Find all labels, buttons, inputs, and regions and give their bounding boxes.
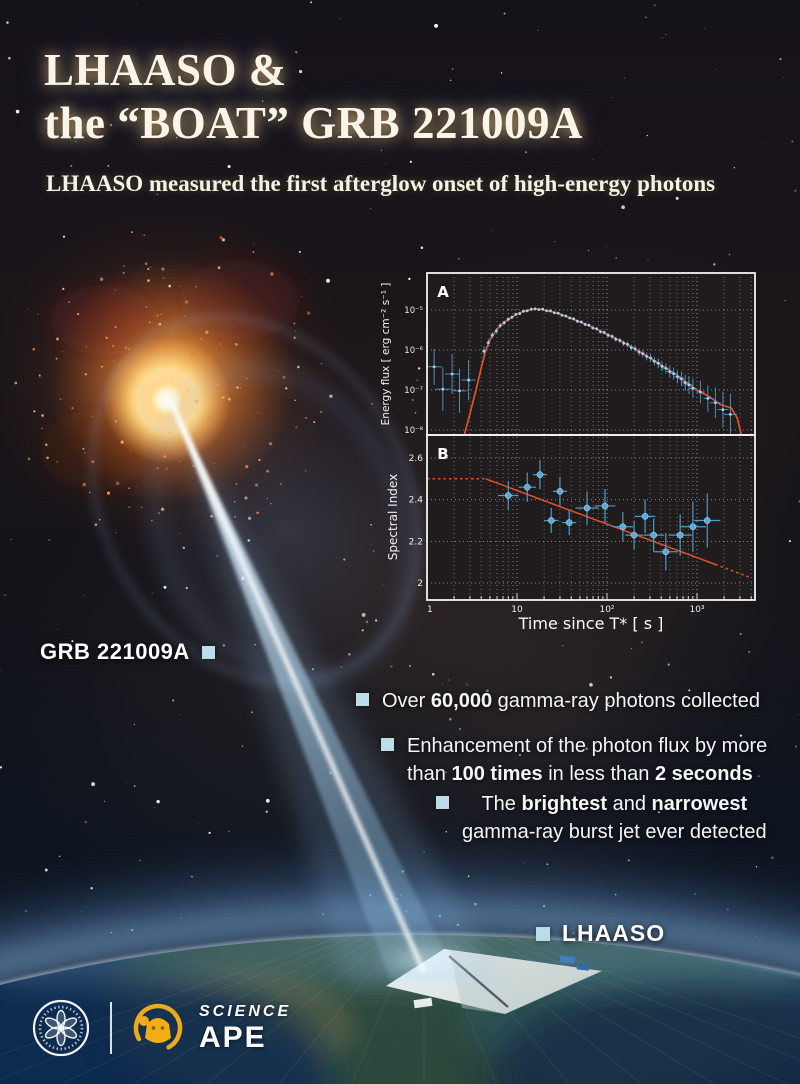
subtitle: LHAASO measured the first afterglow onse…	[46, 171, 716, 196]
svg-text:10⁻⁷: 10⁻⁷	[404, 386, 423, 396]
gamma-jet	[168, 399, 505, 985]
ape-label: APE	[199, 1020, 267, 1054]
svg-text:10⁻⁵: 10⁻⁵	[404, 306, 423, 316]
bullet-text: Enhancement of the photon flux by more th…	[407, 735, 768, 785]
grb-marker-square-icon	[201, 645, 215, 659]
bullet-item-flux: Enhancement of the photon flux by more th…	[381, 732, 767, 788]
svg-text:10⁻⁶: 10⁻⁶	[404, 346, 423, 356]
science-label: SCIENCE	[199, 1002, 292, 1020]
svg-text:10: 10	[511, 605, 523, 615]
title-line-2: the “BOAT” GRB 221009A	[44, 98, 583, 149]
bullet-square-icon	[381, 738, 394, 751]
bullet-item-jet: The brightest and narrowest gamma-ray bur…	[436, 790, 767, 846]
title-line-1: LHAASO &	[44, 45, 287, 95]
svg-text:2.6: 2.6	[409, 454, 424, 464]
lhaaso-marker-square-icon	[536, 926, 550, 941]
science-ape-wordmark: SCIENCE APE	[199, 1002, 292, 1054]
bullet-item-photons: Over 60,000 gamma-ray photons collected	[356, 687, 760, 715]
page-title: LHAASO & the “BOAT” GRB 221009A	[44, 44, 583, 150]
footer-logos: SCIENCE APE	[30, 997, 291, 1059]
bullet-square-icon	[436, 796, 449, 809]
svg-text:2: 2	[417, 579, 423, 589]
svg-text:10³: 10³	[689, 605, 704, 615]
svg-text:2.2: 2.2	[409, 537, 423, 547]
blue-shell	[90, 315, 430, 685]
svg-text:2.4: 2.4	[409, 496, 424, 506]
svg-text:B: B	[437, 445, 448, 463]
logo-divider	[110, 1002, 112, 1054]
bullet-square-icon	[356, 693, 369, 706]
svg-text:A: A	[437, 283, 449, 301]
svg-text:Time since T* [ s ]: Time since T* [ s ]	[518, 614, 664, 633]
svg-text:10⁻⁸: 10⁻⁸	[404, 426, 423, 436]
svg-text:10²: 10²	[599, 605, 614, 615]
svg-text:Energy flux [ erg cm⁻² s⁻¹ ]: Energy flux [ erg cm⁻² s⁻¹ ]	[380, 283, 392, 426]
svg-text:Spectral Index: Spectral Index	[386, 474, 400, 560]
grb-label-text: GRB 221009A	[40, 639, 190, 664]
bullet-text: Over 60,000 gamma-ray photons collected	[382, 690, 760, 712]
chinese-academy-of-sciences-emblem-icon	[32, 999, 90, 1057]
bullet-text: The brightest and narrowest gamma-ray bur…	[462, 793, 767, 843]
afterglow-chart: 10⁻⁵ 10⁻⁶ 10⁻⁷ 10⁻⁸ 2.6 2.4 2.2 2 1 10 10² 10³ A B Ene…	[375, 253, 795, 653]
science-ape-logo-icon	[133, 1003, 183, 1053]
lhaaso-label-text: LHAASO	[562, 920, 666, 946]
lhaaso-label: LHAASO	[536, 920, 665, 947]
grb-label: GRB 221009A	[40, 639, 215, 665]
svg-text:1: 1	[427, 605, 433, 615]
